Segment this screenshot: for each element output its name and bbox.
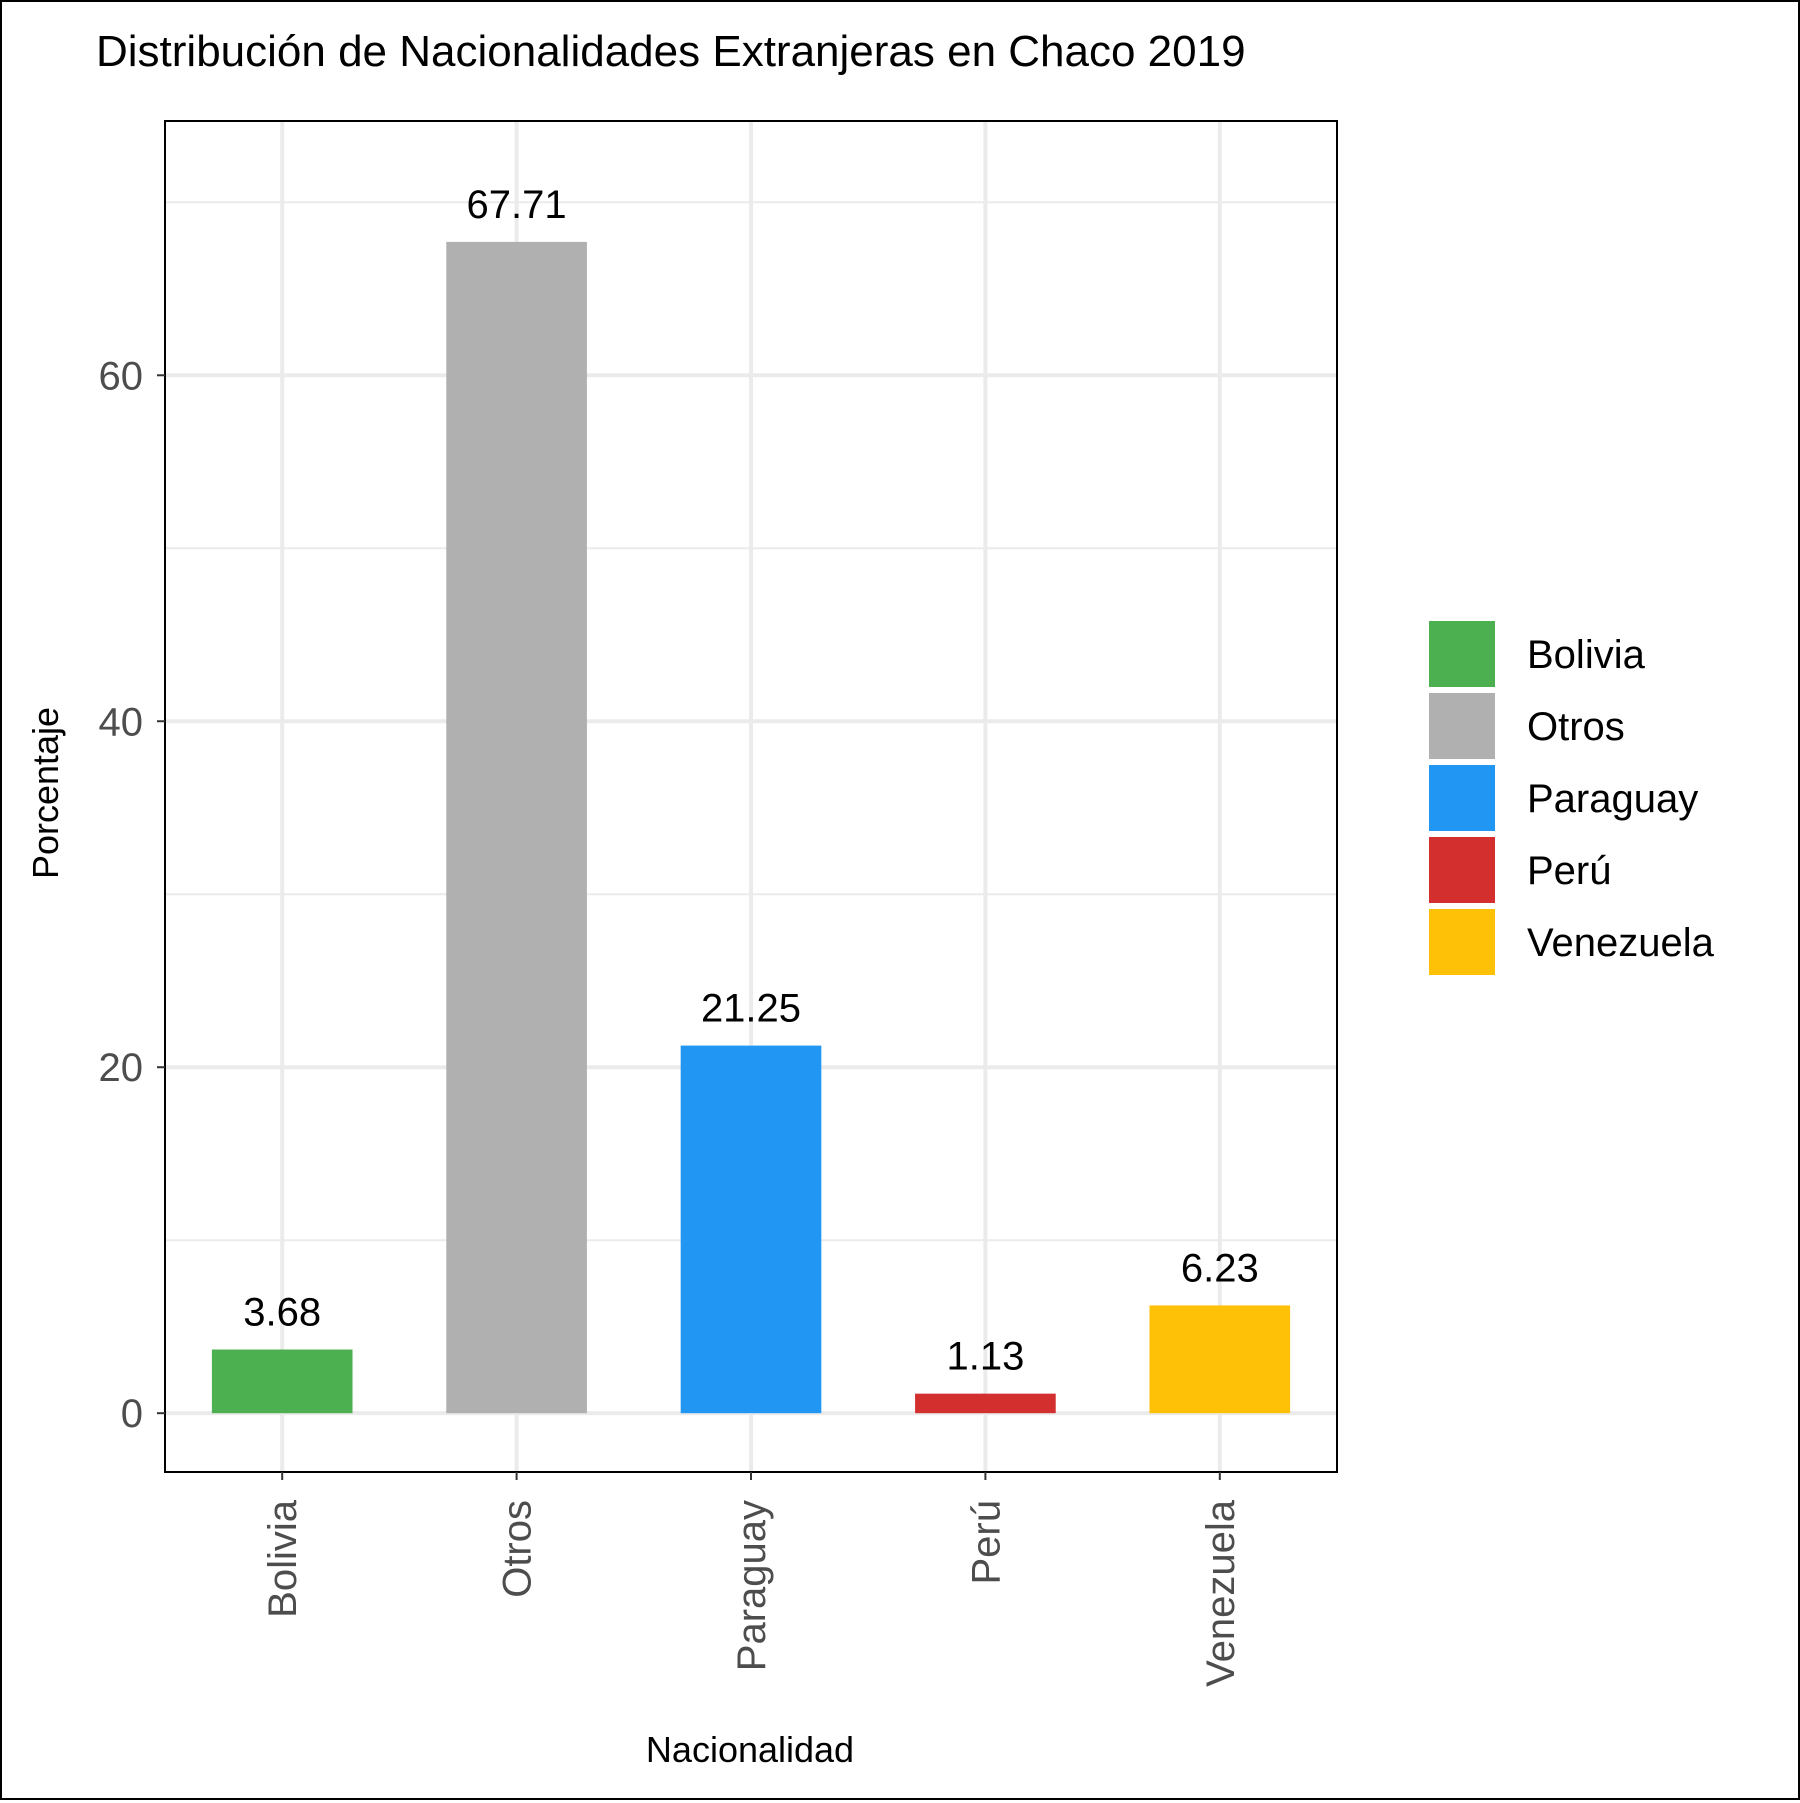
- y-tick-label: 40: [99, 700, 144, 744]
- legend-label: Perú: [1527, 849, 1612, 893]
- legend: Bolivia Otros Paraguay Perú Venezuela: [1429, 621, 1715, 975]
- x-axis-title: Nacionalidad: [646, 1729, 854, 1770]
- value-label: 6.23: [1181, 1246, 1259, 1290]
- x-tick-label: Bolivia: [261, 1499, 305, 1618]
- legend-label: Paraguay: [1527, 777, 1698, 821]
- y-tick-label: 0: [121, 1392, 143, 1436]
- chart-title: Distribución de Nacionalidades Extranjer…: [96, 27, 1246, 76]
- legend-label: Bolivia: [1527, 633, 1646, 677]
- legend-key-bolivia[interactable]: [1429, 621, 1495, 687]
- legend-label: Venezuela: [1527, 921, 1715, 965]
- bar-perú[interactable]: [915, 1393, 1056, 1414]
- legend-key-perú[interactable]: [1429, 837, 1495, 903]
- bar-paraguay[interactable]: [680, 1045, 822, 1414]
- value-label: 3.68: [243, 1291, 321, 1335]
- legend-key-otros[interactable]: [1429, 693, 1495, 759]
- plot-area: 3.68 67.71 21.25 1.13 6.23 0 20 40 60 Bolivia Otro…: [99, 120, 1338, 1687]
- legend-key-venezuela[interactable]: [1429, 909, 1495, 975]
- legend-key-paraguay[interactable]: [1429, 765, 1495, 831]
- x-tick-label: Paraguay: [730, 1500, 774, 1671]
- y-axis-title: Porcentaje: [25, 707, 66, 879]
- x-tick-label: Perú: [964, 1500, 1008, 1585]
- y-tick-label: 60: [99, 354, 144, 398]
- value-label: 21.25: [701, 987, 801, 1031]
- value-label: 1.13: [946, 1335, 1024, 1379]
- y-tick-label: 20: [99, 1046, 144, 1090]
- bar-bolivia[interactable]: [211, 1349, 353, 1414]
- bar-venezuela[interactable]: [1149, 1305, 1291, 1414]
- legend-label: Otros: [1527, 705, 1625, 749]
- bar-otros[interactable]: [446, 241, 587, 1414]
- x-tick-label: Otros: [496, 1500, 540, 1598]
- value-label: 67.71: [467, 183, 567, 227]
- x-tick-label: Venezuela: [1199, 1499, 1243, 1687]
